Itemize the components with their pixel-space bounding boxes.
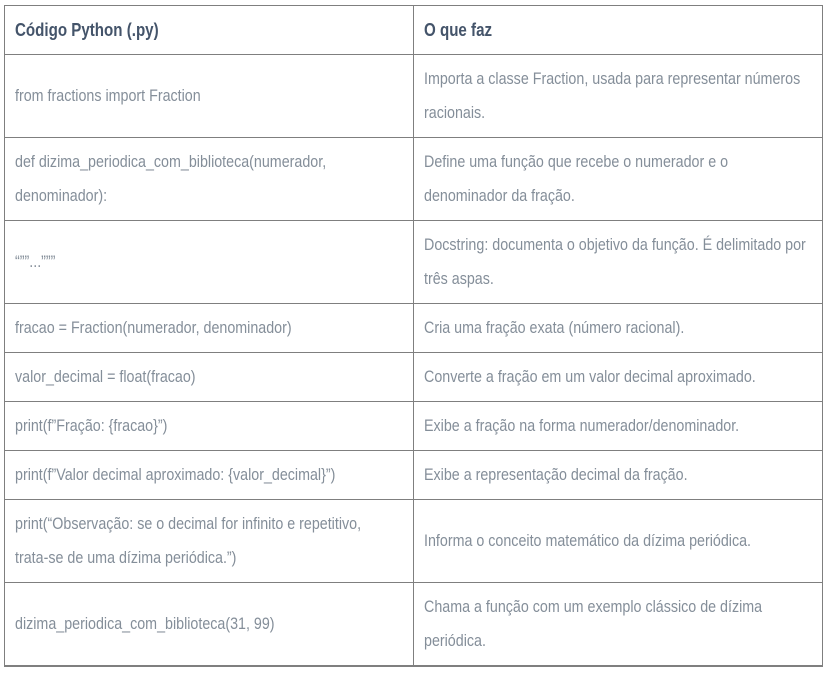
code-cell: from fractions import Fraction	[4, 54, 414, 138]
code-cell: print(f”Fração: {fracao}”)	[4, 401, 414, 451]
table-row: dizima_periodica_com_biblioteca(31, 99) …	[4, 582, 823, 667]
description-text: Exibe a fração na forma numerador/denomi…	[424, 416, 740, 435]
code-text: fracao = Fraction(numerador, denominador…	[15, 318, 292, 337]
description-text: Importa a classe Fraction, usada para re…	[424, 69, 801, 122]
description-cell: Docstring: documenta o objetivo da funçã…	[413, 220, 823, 304]
code-text: print(f”Fração: {fracao}”)	[15, 416, 168, 435]
description-cell: Converte a fração em um valor decimal ap…	[413, 352, 823, 402]
code-text: print(f”Valor decimal aproximado: {valor…	[15, 465, 336, 484]
code-cell: def dizima_periodica_com_biblioteca(nume…	[4, 137, 414, 221]
code-text: def dizima_periodica_com_biblioteca(nume…	[15, 152, 327, 205]
table-row: “””...””” Docstring: documenta o objetiv…	[4, 220, 823, 304]
code-cell: print(“Observação: se o decimal for infi…	[4, 499, 414, 583]
code-text: “””...”””	[15, 252, 56, 271]
code-text: valor_decimal = float(fracao)	[15, 367, 196, 386]
description-cell: Informa o conceito matemático da dízima …	[413, 499, 823, 583]
table-row: print(“Observação: se o decimal for infi…	[4, 499, 823, 583]
description-cell: Cria uma fração exata (número racional).	[413, 303, 823, 353]
code-explanation-table: Código Python (.py) O que faz from fract…	[4, 5, 823, 667]
description-text: Docstring: documenta o objetivo da funçã…	[424, 235, 806, 288]
description-text: Cria uma fração exata (número racional).	[424, 318, 685, 337]
description-cell: Define uma função que recebe o numerador…	[413, 137, 823, 221]
column-header-code-label: Código Python (.py)	[15, 20, 159, 40]
code-cell: valor_decimal = float(fracao)	[4, 352, 414, 402]
description-text: Converte a fração em um valor decimal ap…	[424, 367, 756, 386]
description-cell: Chama a função com um exemplo clássico d…	[413, 582, 823, 667]
description-cell: Importa a classe Fraction, usada para re…	[413, 54, 823, 138]
description-cell: Exibe a representação decimal da fração.	[413, 450, 823, 500]
description-text: Define uma função que recebe o numerador…	[424, 152, 729, 205]
description-text: Informa o conceito matemático da dízima …	[424, 531, 752, 550]
table-row: def dizima_periodica_com_biblioteca(nume…	[4, 137, 823, 221]
code-text: dizima_periodica_com_biblioteca(31, 99)	[15, 614, 275, 633]
code-cell: dizima_periodica_com_biblioteca(31, 99)	[4, 582, 414, 667]
code-cell: fracao = Fraction(numerador, denominador…	[4, 303, 414, 353]
table-row: fracao = Fraction(numerador, denominador…	[4, 303, 823, 353]
description-text: Chama a função com um exemplo clássico d…	[424, 597, 763, 650]
code-cell: “””...”””	[4, 220, 414, 304]
table-row: from fractions import Fraction Importa a…	[4, 54, 823, 138]
code-text: from fractions import Fraction	[15, 86, 201, 105]
table-body: from fractions import Fraction Importa a…	[4, 54, 823, 667]
column-header-description: O que faz	[413, 5, 823, 55]
table-row: print(f”Fração: {fracao}”) Exibe a fraçã…	[4, 401, 823, 451]
code-cell: print(f”Valor decimal aproximado: {valor…	[4, 450, 414, 500]
description-text: Exibe a representação decimal da fração.	[424, 465, 688, 484]
header-row: Código Python (.py) O que faz	[4, 5, 823, 55]
column-header-code: Código Python (.py)	[4, 5, 414, 55]
column-header-description-label: O que faz	[424, 20, 493, 40]
table-row: valor_decimal = float(fracao) Converte a…	[4, 352, 823, 402]
code-text: print(“Observação: se o decimal for infi…	[15, 514, 362, 567]
table-row: print(f”Valor decimal aproximado: {valor…	[4, 450, 823, 500]
description-cell: Exibe a fração na forma numerador/denomi…	[413, 401, 823, 451]
